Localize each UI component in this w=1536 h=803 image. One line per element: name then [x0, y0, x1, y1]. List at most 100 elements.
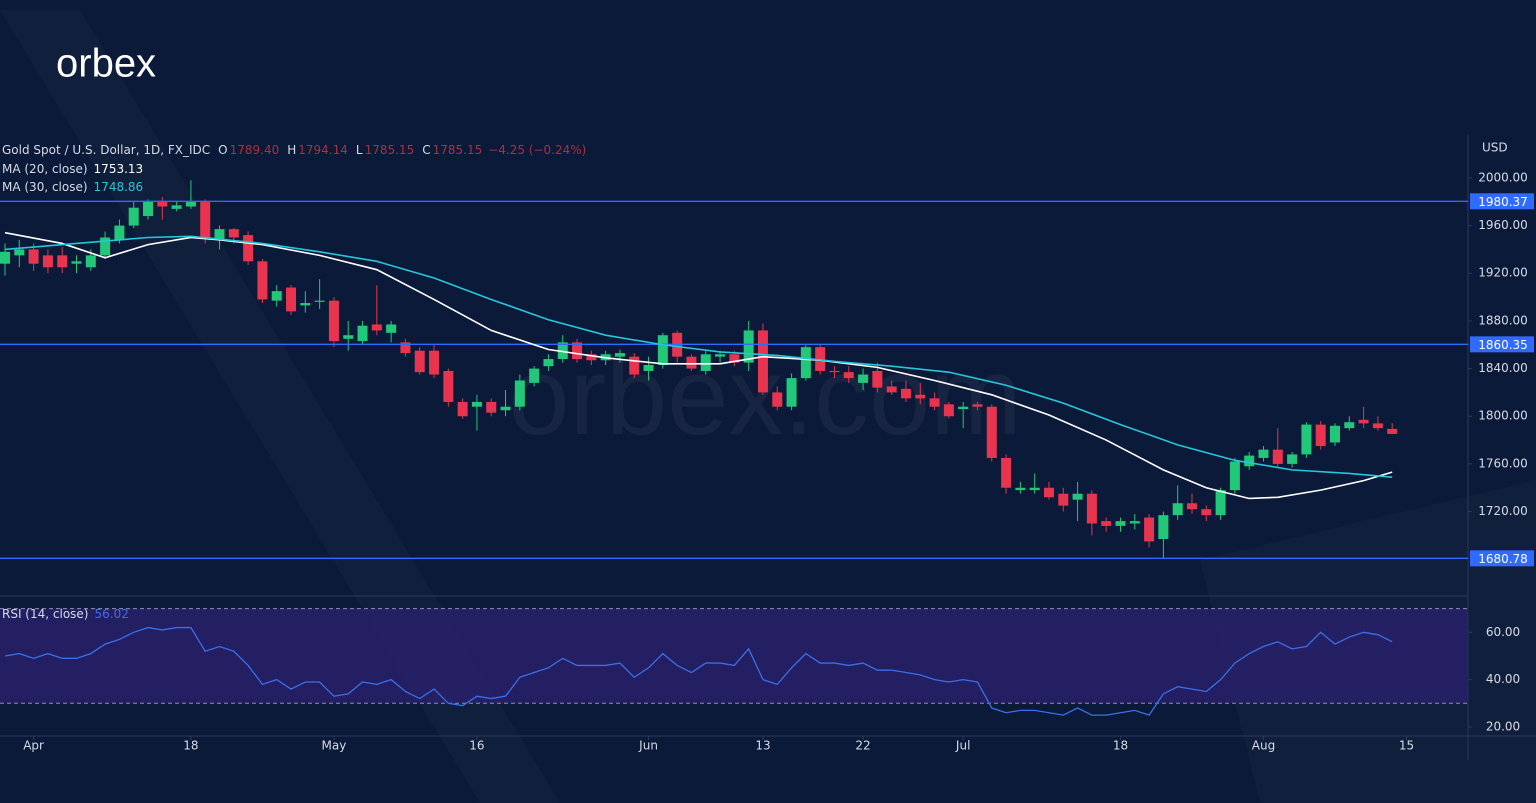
- candle-body: [729, 354, 740, 363]
- candle-body: [14, 249, 25, 256]
- moving-average: [4, 235, 1393, 478]
- candle-body: [1072, 493, 1083, 500]
- candle-body: [1201, 509, 1212, 516]
- ohlc-key: L: [356, 143, 363, 157]
- y-tick-label: 40.00: [1486, 672, 1520, 686]
- x-tick-label: Aug: [1252, 739, 1275, 753]
- candle-body: [114, 225, 125, 240]
- ohlc-value: 1789.40: [230, 143, 280, 157]
- y-tick-label: 1960.00: [1478, 218, 1528, 232]
- legend-entry: MA (20, close) 1753.13: [2, 162, 143, 176]
- candle-body: [800, 347, 811, 379]
- candle-body: [1172, 503, 1183, 516]
- candle-body: [443, 370, 454, 402]
- candle-body: [314, 300, 325, 302]
- candle-body: [71, 261, 82, 264]
- y-tick-label: 1800.00: [1478, 409, 1528, 423]
- candle-body: [243, 235, 254, 262]
- candle-body: [343, 335, 354, 339]
- candle-body: [42, 255, 53, 268]
- chart-header: Gold Spot / U.S. Dollar, 1D, FX_IDC O 1789…: [2, 143, 586, 157]
- chart-title: Gold Spot / U.S. Dollar, 1D, FX_IDC: [2, 143, 210, 157]
- candle-body: [1244, 455, 1255, 467]
- candle-body: [843, 372, 854, 379]
- candle-body: [1129, 521, 1140, 524]
- candle-body: [1344, 422, 1355, 429]
- candle-body: [0, 251, 11, 264]
- candle-body: [657, 335, 668, 365]
- candle-body: [929, 398, 940, 407]
- y-tick-label: 20.00: [1486, 719, 1520, 733]
- candle-body: [300, 303, 311, 306]
- moving-average: [4, 231, 1393, 500]
- x-tick-label: 13: [755, 739, 770, 753]
- candle-body: [128, 207, 139, 226]
- candle-body: [1058, 493, 1069, 506]
- candle-body: [614, 353, 625, 357]
- candle-body: [328, 300, 339, 342]
- level-label: 1860.35: [1478, 338, 1528, 352]
- candle-body: [500, 406, 511, 411]
- candle-body: [815, 347, 826, 371]
- level-label-box: [1470, 550, 1534, 567]
- candle-body: [1287, 454, 1298, 464]
- y-tick-label: 1720.00: [1478, 504, 1528, 518]
- y-tick-label: 1760.00: [1478, 456, 1528, 470]
- candle-body: [214, 229, 225, 240]
- x-tick-label: 15: [1399, 739, 1414, 753]
- candle-body: [1001, 457, 1012, 488]
- candle-body: [829, 370, 840, 373]
- rsi-band: [0, 608, 1468, 704]
- x-tick-label: 16: [469, 739, 484, 753]
- level-label-box: [1470, 193, 1534, 210]
- candle-body: [858, 374, 869, 383]
- candle-body: [257, 261, 268, 300]
- candle-body: [986, 406, 997, 458]
- candle-body: [786, 378, 797, 407]
- x-tick-label: Apr: [23, 739, 44, 753]
- candle-body: [414, 350, 425, 373]
- candle-body: [1229, 461, 1240, 491]
- legend-name: MA (20, close): [2, 162, 88, 176]
- candle-body: [900, 388, 911, 399]
- x-tick-label: 18: [183, 739, 198, 753]
- candle-body: [772, 392, 783, 407]
- legend-name: MA (30, close): [2, 180, 88, 194]
- rsi-line: [4, 626, 1393, 716]
- candle-body: [271, 291, 282, 301]
- y-tick-label: 1880.00: [1478, 313, 1528, 327]
- candle-body: [457, 401, 468, 417]
- candle-body: [686, 356, 697, 369]
- candle-body: [1315, 424, 1326, 447]
- ohlc-key: O: [218, 143, 227, 157]
- candle-body: [1043, 487, 1054, 498]
- legend-entry: RSI (14, close) 56.02: [2, 607, 129, 621]
- candle-body: [85, 255, 96, 268]
- candle-body: [972, 404, 983, 407]
- candle-body: [471, 401, 482, 407]
- candle-body: [572, 342, 583, 360]
- axis-unit: USD: [1482, 141, 1508, 155]
- x-tick-label: Jul: [955, 739, 970, 753]
- candle-body: [57, 255, 68, 268]
- level-label: 1680.78: [1478, 552, 1528, 566]
- candle-body: [28, 249, 39, 264]
- candle-body: [1330, 425, 1341, 443]
- candle-body: [1101, 521, 1112, 526]
- candle-body: [486, 401, 497, 413]
- legend-value: 1753.13: [94, 162, 144, 176]
- candle-body: [357, 325, 368, 342]
- candle-body: [157, 201, 168, 207]
- candle-body: [429, 350, 440, 375]
- candle-body: [715, 354, 726, 357]
- candle-body: [557, 342, 568, 360]
- candle-body: [872, 370, 883, 388]
- candle-body: [586, 354, 597, 361]
- candle-body: [386, 324, 397, 333]
- ohlc-value: 1785.15: [365, 143, 415, 157]
- candle-body: [643, 365, 654, 371]
- change-value: −4.25 (−0.24%): [488, 143, 586, 157]
- candle-body: [200, 201, 211, 238]
- x-tick-label: Jun: [638, 739, 658, 753]
